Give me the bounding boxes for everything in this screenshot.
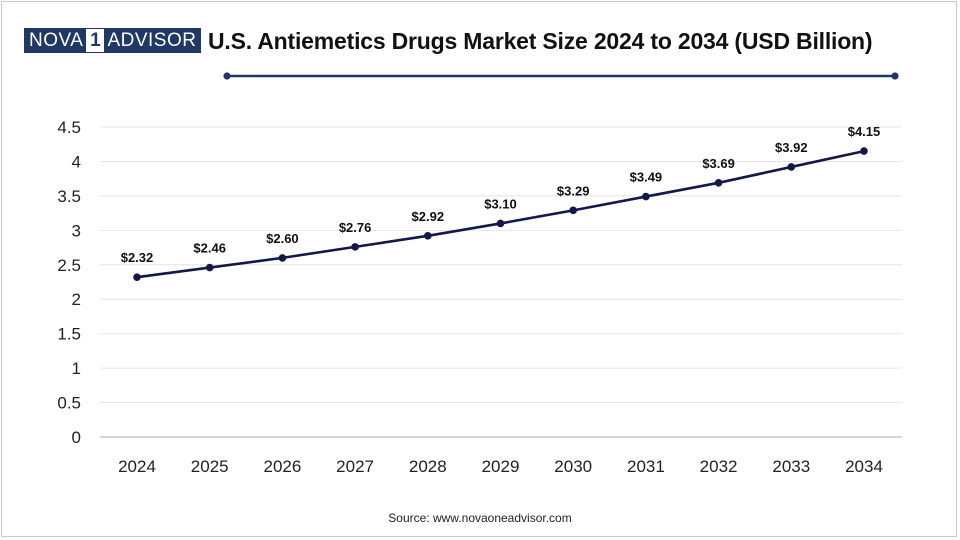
x-tick-label: 2028 (409, 457, 447, 476)
y-tick-label: 2 (72, 290, 81, 309)
series-market-size (135, 149, 866, 279)
data-label: $3.10 (484, 196, 517, 211)
y-tick-label: 4 (72, 152, 81, 171)
y-tick-label: 4.5 (57, 118, 81, 137)
data-labels: $2.32 $2.46 $2.60 $2.76 $2.92 $3.10 $3.29 $3.49… (121, 124, 881, 265)
title-rule-dot-left (223, 72, 231, 80)
title-rule (223, 72, 899, 80)
data-label: $2.92 (412, 209, 445, 224)
data-point (278, 254, 287, 262)
data-point (351, 243, 359, 251)
title-rule-dot-right (891, 72, 899, 80)
data-point (424, 232, 432, 240)
x-tick-label: 2029 (482, 457, 520, 476)
series-line (135, 149, 866, 279)
data-point (642, 192, 650, 201)
y-tick-label: 0 (72, 428, 81, 447)
x-tick-label: 2032 (700, 457, 738, 476)
logo-text-nova: NOVA (25, 29, 87, 52)
x-tick-label: 2030 (554, 457, 592, 476)
x-tick-label: 2033 (772, 457, 810, 476)
data-label: $2.76 (339, 220, 372, 235)
y-tick-label: 0.5 (57, 394, 81, 413)
data-point (133, 273, 141, 281)
data-label: $2.46 (193, 241, 226, 256)
data-point (714, 179, 723, 187)
data-label: $3.92 (775, 140, 808, 155)
data-point (496, 219, 505, 228)
data-point (787, 163, 796, 171)
x-tick-label: 2034 (845, 457, 883, 476)
data-point (860, 147, 868, 155)
y-tick-label: 3 (72, 221, 81, 240)
data-label: $3.49 (630, 170, 663, 185)
source-note: Source: www.novaoneadvisor.com (388, 511, 572, 525)
data-label: $3.29 (557, 183, 590, 198)
data-label: $4.15 (848, 124, 881, 139)
y-tick-label: 1.5 (57, 325, 81, 344)
data-label: $2.32 (121, 250, 154, 265)
x-tick-label: 2026 (263, 457, 301, 476)
logo-text-advisor: ADVISOR (104, 29, 201, 52)
logo-mark: 1 (86, 29, 105, 52)
data-points (133, 147, 868, 281)
y-axis: 0 0.5 1 1.5 2 2.5 3 3.5 4 4.5 (57, 118, 81, 447)
data-label: $2.60 (266, 231, 299, 246)
x-tick-label: 2024 (118, 457, 156, 476)
y-tick-label: 2.5 (57, 256, 81, 275)
chart-title: U.S. Antiemetics Drugs Market Size 2024 … (208, 28, 873, 54)
x-tick-label: 2027 (336, 457, 374, 476)
brand-logo: NOVA 1 ADVISOR (24, 28, 202, 53)
x-tick-label: 2031 (627, 457, 665, 476)
x-axis: 2024 2025 2026 2027 2028 2029 2030 2031 2032 2033… (100, 436, 902, 476)
x-tick-label: 2025 (191, 457, 229, 476)
y-tick-label: 1 (72, 359, 81, 378)
y-tick-label: 3.5 (57, 187, 81, 206)
data-label: $3.69 (702, 156, 735, 171)
data-point (205, 263, 214, 272)
data-point (569, 206, 577, 215)
